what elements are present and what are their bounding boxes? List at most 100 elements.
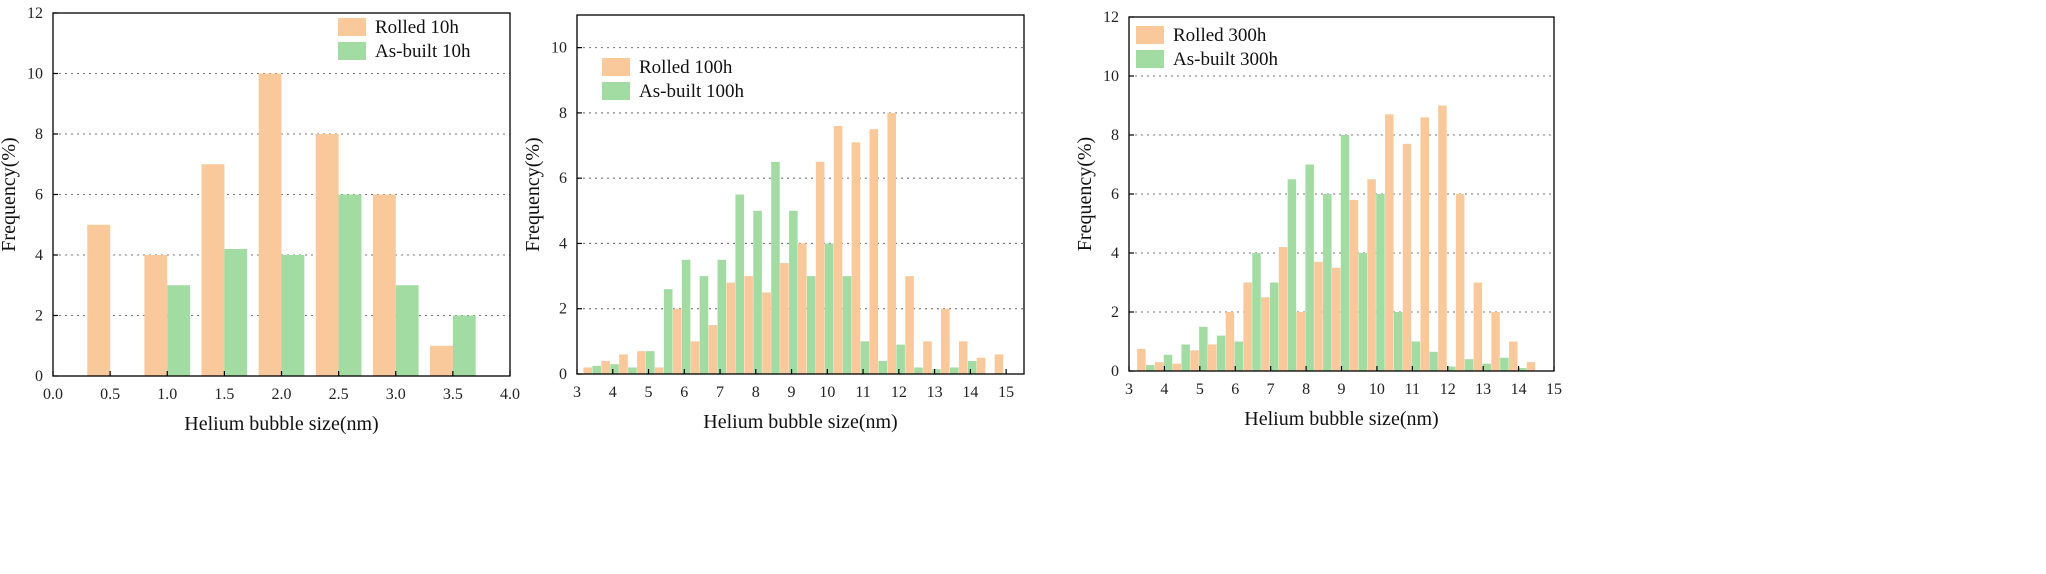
y-tick-label: 10 [1103,68,1119,85]
y-tick-label: 12 [27,5,43,22]
series-asbuilt [167,194,476,376]
bar [914,367,923,374]
bar [1376,194,1385,371]
y-tick-label: 0 [35,368,43,385]
x-axis-label: Helium bubble size(nm) [703,411,897,433]
bar [806,276,816,374]
bar [1402,143,1412,371]
legend-swatch [1136,26,1164,44]
bar [430,345,453,376]
bar [1331,267,1341,371]
x-tick-label: 11 [855,384,870,401]
bar [167,285,191,376]
bar [1349,199,1359,371]
bar [1154,362,1164,371]
bar [1358,253,1367,371]
bar [654,367,664,374]
bar [601,360,610,374]
bar [592,365,601,374]
series-rolled [583,112,1004,374]
bar [619,354,628,374]
x-tick-label: 0.0 [43,386,63,403]
bar [1420,117,1429,371]
bar [315,134,339,376]
bar [994,354,1004,374]
bar [1526,362,1536,371]
x-tick-label: 15 [998,384,1014,401]
bar [1163,354,1173,371]
bar [949,367,959,374]
bar [726,282,736,374]
bar [699,276,709,374]
y-axis-label: Frequency(%) [1074,137,1096,251]
x-tick-label: 11 [1405,381,1420,398]
y-tick-label: 6 [559,170,567,187]
legend-swatch [602,58,630,76]
bar [690,341,700,374]
bar [941,308,950,374]
bar [860,341,870,374]
bar [1305,164,1314,371]
legend-swatch [602,82,630,100]
y-tick-label: 6 [1111,186,1119,203]
y-tick-label: 4 [35,247,43,264]
bar [258,73,282,376]
bar [1429,351,1438,371]
bar [452,315,476,376]
chart-2: 3 4 5 6 7 8 9 10 11 12 13 14 15 0 2 4 6 8 10 Helium bubble … [522,14,1025,433]
x-tick-label: 6 [1231,381,1239,398]
y-tick-label: 10 [27,66,43,83]
y-axis-label: Frequency(%) [522,137,544,251]
bar [1243,282,1252,371]
bar [1261,297,1270,371]
bar [815,161,825,374]
bar [610,364,619,374]
x-tick-label: 2.5 [329,386,349,403]
x-tick-label: 7 [716,384,724,401]
bar [744,276,753,374]
bar [1517,368,1527,371]
y-axis-label: Frequency(%) [0,137,20,251]
bar [1340,135,1350,371]
bar [1287,179,1297,371]
bar [1473,282,1483,371]
legend: Rolled 100h As-built 100h [602,57,745,102]
series-rolled [1137,105,1536,371]
bar [1491,312,1500,371]
y-tick-label: 8 [559,105,567,122]
bar [1447,366,1456,371]
bar [923,341,932,374]
x-tick-label: 3 [1125,381,1133,398]
bar [851,142,861,374]
series-rolled [87,73,453,376]
x-axis-label: Helium bubble size(nm) [184,413,378,435]
bar [1190,350,1199,371]
bar [672,308,682,374]
bar [1464,359,1474,371]
x-axis-label: Helium bubble size(nm) [1244,408,1438,430]
bar [1411,341,1421,371]
bar [1146,365,1155,371]
legend-swatch [338,42,366,60]
bar [762,292,771,374]
y-tick-label: 10 [551,40,567,57]
bar [1252,253,1261,371]
legend: Rolled 300h As-built 300h [1136,25,1279,70]
bar [663,289,673,374]
bar [958,341,968,374]
legend-swatch [1136,50,1164,68]
bar [1393,312,1403,371]
bar [338,194,362,376]
legend-swatch [338,18,366,36]
legend-label: Rolled 100h [639,57,733,78]
bar [708,325,718,374]
bar [1455,194,1465,371]
bar [842,276,852,374]
chart-1: 0.0 0.5 1.0 1.5 2.0 2.5 3.0 3.5 4.0 0 2 4 6 8 10 12 Heli… [0,5,520,435]
bar [395,285,419,376]
series-asbuilt [1146,135,1527,371]
bar [1207,344,1217,371]
bar [833,125,843,374]
x-tick-label: 1.0 [157,386,177,403]
